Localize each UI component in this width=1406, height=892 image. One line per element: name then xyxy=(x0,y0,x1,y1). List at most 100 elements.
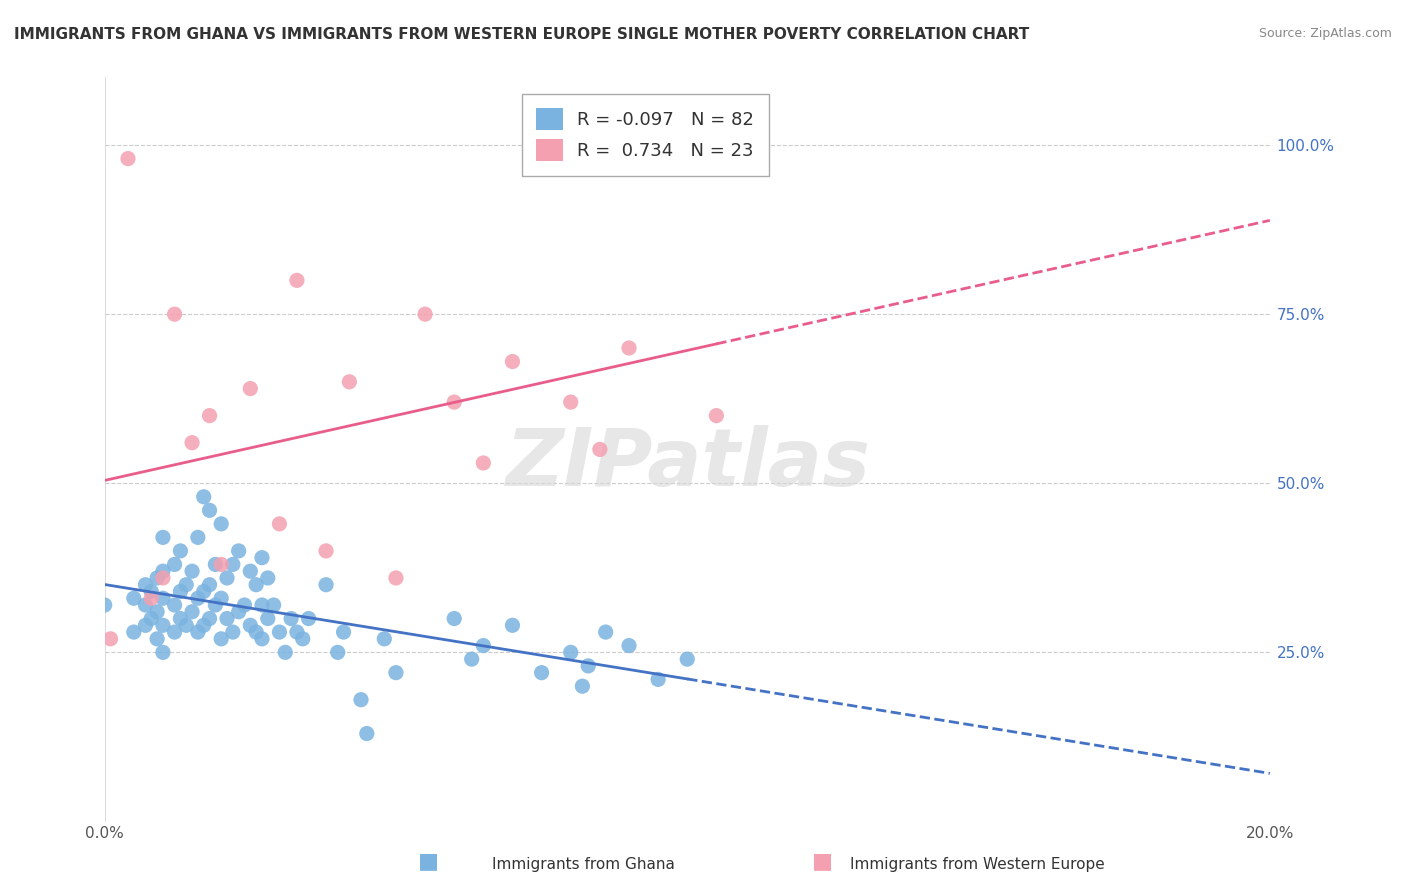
Point xyxy=(209,591,232,606)
Point xyxy=(146,605,169,619)
Point xyxy=(134,578,156,592)
Text: Source: ZipAtlas.com: Source: ZipAtlas.com xyxy=(1258,27,1392,40)
Point xyxy=(228,544,250,558)
Point xyxy=(337,375,360,389)
Point xyxy=(356,726,378,740)
Point xyxy=(256,571,278,585)
Point xyxy=(169,611,191,625)
Point xyxy=(193,490,215,504)
Point xyxy=(134,618,156,632)
Text: ■: ■ xyxy=(813,852,832,871)
Point xyxy=(152,645,174,659)
Point xyxy=(269,516,291,531)
Point xyxy=(274,645,297,659)
Point xyxy=(589,442,612,457)
Point xyxy=(222,625,245,640)
Point xyxy=(239,618,262,632)
Point xyxy=(460,652,482,666)
Point xyxy=(350,692,373,706)
Point xyxy=(315,578,337,592)
Point xyxy=(163,558,186,572)
Point xyxy=(122,591,145,606)
Point xyxy=(676,152,699,166)
Point xyxy=(443,611,465,625)
Point xyxy=(174,618,197,632)
Point xyxy=(291,632,314,646)
Point xyxy=(141,591,163,606)
Point xyxy=(209,558,232,572)
Point xyxy=(163,307,186,321)
Point xyxy=(617,341,640,355)
Point xyxy=(198,611,221,625)
Point xyxy=(141,584,163,599)
Text: ■: ■ xyxy=(419,852,439,871)
Point xyxy=(181,564,204,578)
Point xyxy=(239,382,262,396)
Point xyxy=(163,625,186,640)
Point xyxy=(204,598,226,612)
Point xyxy=(146,632,169,646)
Point xyxy=(204,558,226,572)
Point xyxy=(163,598,186,612)
Point xyxy=(501,618,523,632)
Point xyxy=(385,665,408,680)
Point xyxy=(209,516,232,531)
Point xyxy=(239,564,262,578)
Point xyxy=(617,639,640,653)
Point xyxy=(152,564,174,578)
Point xyxy=(228,605,250,619)
Point xyxy=(193,584,215,599)
Point xyxy=(134,598,156,612)
Text: ZIPatlas: ZIPatlas xyxy=(505,425,870,503)
Point xyxy=(174,578,197,592)
Point xyxy=(122,625,145,640)
Point xyxy=(501,354,523,368)
Point xyxy=(250,632,273,646)
Point xyxy=(181,605,204,619)
Point xyxy=(315,544,337,558)
Point xyxy=(285,273,308,287)
Point xyxy=(198,578,221,592)
Point xyxy=(256,611,278,625)
Point xyxy=(152,571,174,585)
Point xyxy=(193,618,215,632)
Point xyxy=(560,645,582,659)
Point xyxy=(152,591,174,606)
Point xyxy=(647,673,669,687)
Point xyxy=(373,632,395,646)
Point xyxy=(413,307,436,321)
Point xyxy=(676,652,699,666)
Point xyxy=(198,409,221,423)
Point xyxy=(706,409,728,423)
Point xyxy=(269,625,291,640)
Point xyxy=(100,632,122,646)
Point xyxy=(263,598,285,612)
Point xyxy=(152,618,174,632)
Point xyxy=(181,435,204,450)
Point xyxy=(233,598,256,612)
Point xyxy=(280,611,302,625)
Point xyxy=(560,395,582,409)
Text: IMMIGRANTS FROM GHANA VS IMMIGRANTS FROM WESTERN EUROPE SINGLE MOTHER POVERTY CO: IMMIGRANTS FROM GHANA VS IMMIGRANTS FROM… xyxy=(14,27,1029,42)
Point xyxy=(297,611,319,625)
Point xyxy=(285,625,308,640)
Point xyxy=(169,544,191,558)
Point xyxy=(117,152,139,166)
Point xyxy=(595,625,617,640)
Point xyxy=(215,571,238,585)
Point xyxy=(530,665,553,680)
Point xyxy=(326,645,349,659)
Point xyxy=(443,395,465,409)
Point xyxy=(385,571,408,585)
Point xyxy=(187,625,209,640)
Point xyxy=(209,632,232,646)
Point xyxy=(169,584,191,599)
Point xyxy=(245,578,267,592)
Point xyxy=(576,659,599,673)
Point xyxy=(141,611,163,625)
Point xyxy=(332,625,354,640)
Text: Immigrants from Ghana: Immigrants from Ghana xyxy=(492,857,675,872)
Point xyxy=(222,558,245,572)
Point xyxy=(245,625,267,640)
Point xyxy=(146,571,169,585)
